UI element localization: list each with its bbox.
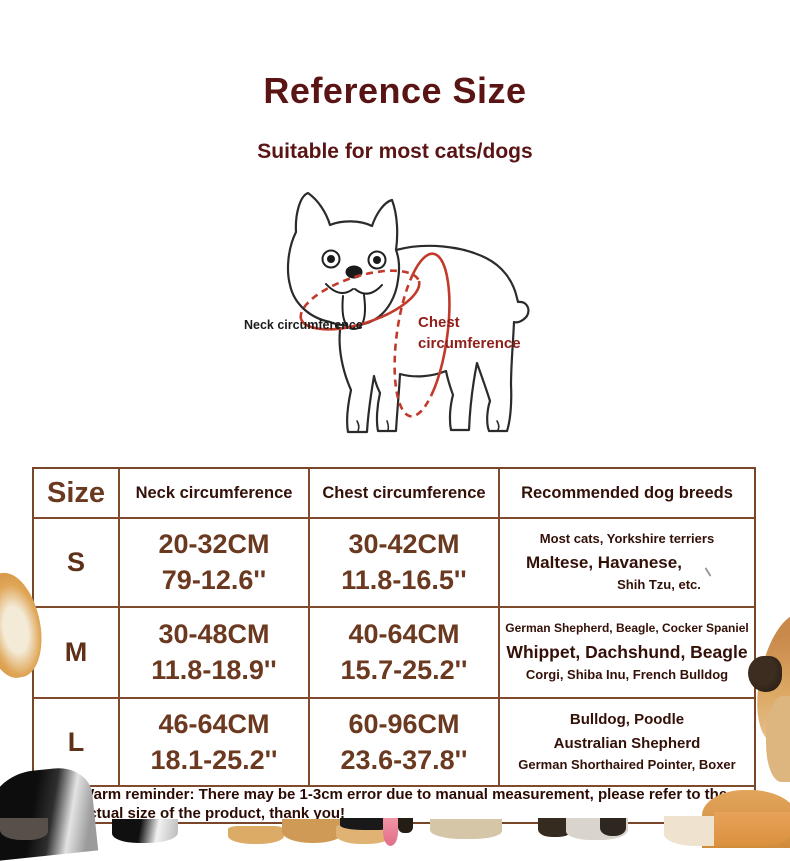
header-size: Size <box>34 469 120 517</box>
chest-in: 11.8-16.5'' <box>341 565 467 595</box>
chest-range: 40-64CM 15.7-25.2'' <box>310 608 500 697</box>
header-neck: Neck circumference <box>120 469 310 517</box>
photo-fur-fragment <box>112 819 178 843</box>
neck-range: 46-64CM 18.1-25.2'' <box>120 699 310 785</box>
photo-dog-nose-right <box>748 656 782 692</box>
chest-label-line2: circumference <box>418 335 521 352</box>
bulldog-drawing <box>286 191 530 434</box>
size-value: M <box>34 608 120 697</box>
photo-dog-tongue <box>383 818 398 846</box>
chest-label-line1: Chest <box>418 314 460 331</box>
size-value: S <box>34 519 120 606</box>
photo-fur-fragment <box>430 819 502 839</box>
chest-cm: 40-64CM <box>348 619 460 649</box>
page-title: Reference Size <box>263 70 527 111</box>
chest-range: 60-96CM 23.6-37.8'' <box>310 699 500 785</box>
recommended-breeds: Most cats, Yorkshire terriers Maltese, H… <box>500 519 754 606</box>
table-row-l: L 46-64CM 18.1-25.2'' 60-96CM 23.6-37.8'… <box>34 699 754 787</box>
table-row-m: M 30-48CM 11.8-18.9'' 40-64CM 15.7-25.2'… <box>34 608 754 699</box>
photo-fur-fragment <box>398 818 413 833</box>
breeds-line: Whippet, Dachshund, Beagle <box>506 641 748 662</box>
breeds-line: Shih Tzu, etc. <box>617 577 701 593</box>
breeds-line: German Shorthaired Pointer, Boxer <box>518 756 736 772</box>
breeds-line: German Shepherd, Beagle, Cocker Spaniel <box>505 621 749 636</box>
photo-dog-chest-right <box>766 696 790 782</box>
breeds-line: Maltese, Havanese, <box>526 552 682 572</box>
recommended-breeds: German Shepherd, Beagle, Cocker Spaniel … <box>500 608 754 697</box>
breeds-line: Australian Shepherd <box>553 734 701 752</box>
photo-fur-fragment <box>538 818 572 837</box>
header-breeds: Recommended dog breeds <box>500 469 754 517</box>
breeds-line: Corgi, Shiba Inu, French Bulldog <box>525 666 729 682</box>
chest-range: 30-42CM 11.8-16.5'' <box>310 519 500 606</box>
neck-cm: 30-48CM <box>158 619 270 649</box>
warm-reminder: Warm reminder: There may be 1-3cm error … <box>34 786 754 822</box>
header-chest: Chest circumference <box>310 469 500 517</box>
table-row-s: S 20-32CM 79-12.6'' 30-42CM 11.8-16.5'' … <box>34 519 754 608</box>
neck-in: 18.1-25.2'' <box>150 744 278 775</box>
warm-reminder-row: Warm reminder: There may be 1-3cm error … <box>34 786 754 822</box>
photo-dog-fur-bottom-left <box>0 764 99 861</box>
photo-dog-paw <box>228 826 284 844</box>
recommended-breeds: Bulldog, Poodle Australian Shepherd Germ… <box>500 699 754 785</box>
dog-measurement-diagram: Neck circumference Chest circumference <box>230 180 570 460</box>
table-header-row: Size Neck circumference Chest circumfere… <box>34 469 754 519</box>
breeds-line: Most cats, Yorkshire terriers <box>539 530 715 546</box>
photo-cat-fur-bottom-right <box>714 812 790 846</box>
neck-range: 30-48CM 11.8-18.9'' <box>120 608 310 697</box>
photo-fur-fragment <box>0 818 48 840</box>
neck-circumference-label: Neck circumference <box>244 318 363 332</box>
chest-cm: 60-96CM <box>348 708 460 739</box>
neck-cm: 46-64CM <box>158 708 270 739</box>
page-subtitle: Suitable for most cats/dogs <box>257 140 533 163</box>
chest-in: 23.6-37.8'' <box>340 744 468 775</box>
photo-fur-fragment <box>600 818 626 836</box>
neck-range: 20-32CM 79-12.6'' <box>120 519 310 606</box>
chest-cm: 30-42CM <box>348 529 460 559</box>
chest-in: 15.7-25.2'' <box>340 655 468 685</box>
neck-in: 79-12.6'' <box>161 565 267 595</box>
neck-in: 11.8-18.9'' <box>151 655 277 685</box>
warm-reminder-text: Warm reminder: There may be 1-3cm error … <box>80 786 728 822</box>
breeds-line: Bulldog, Poodle <box>569 711 685 729</box>
photo-dog-head <box>282 819 344 843</box>
chest-circumference-label: Chest circumference <box>418 312 521 354</box>
neck-cm: 20-32CM <box>158 529 270 559</box>
size-reference-table: Size Neck circumference Chest circumfere… <box>32 467 756 824</box>
